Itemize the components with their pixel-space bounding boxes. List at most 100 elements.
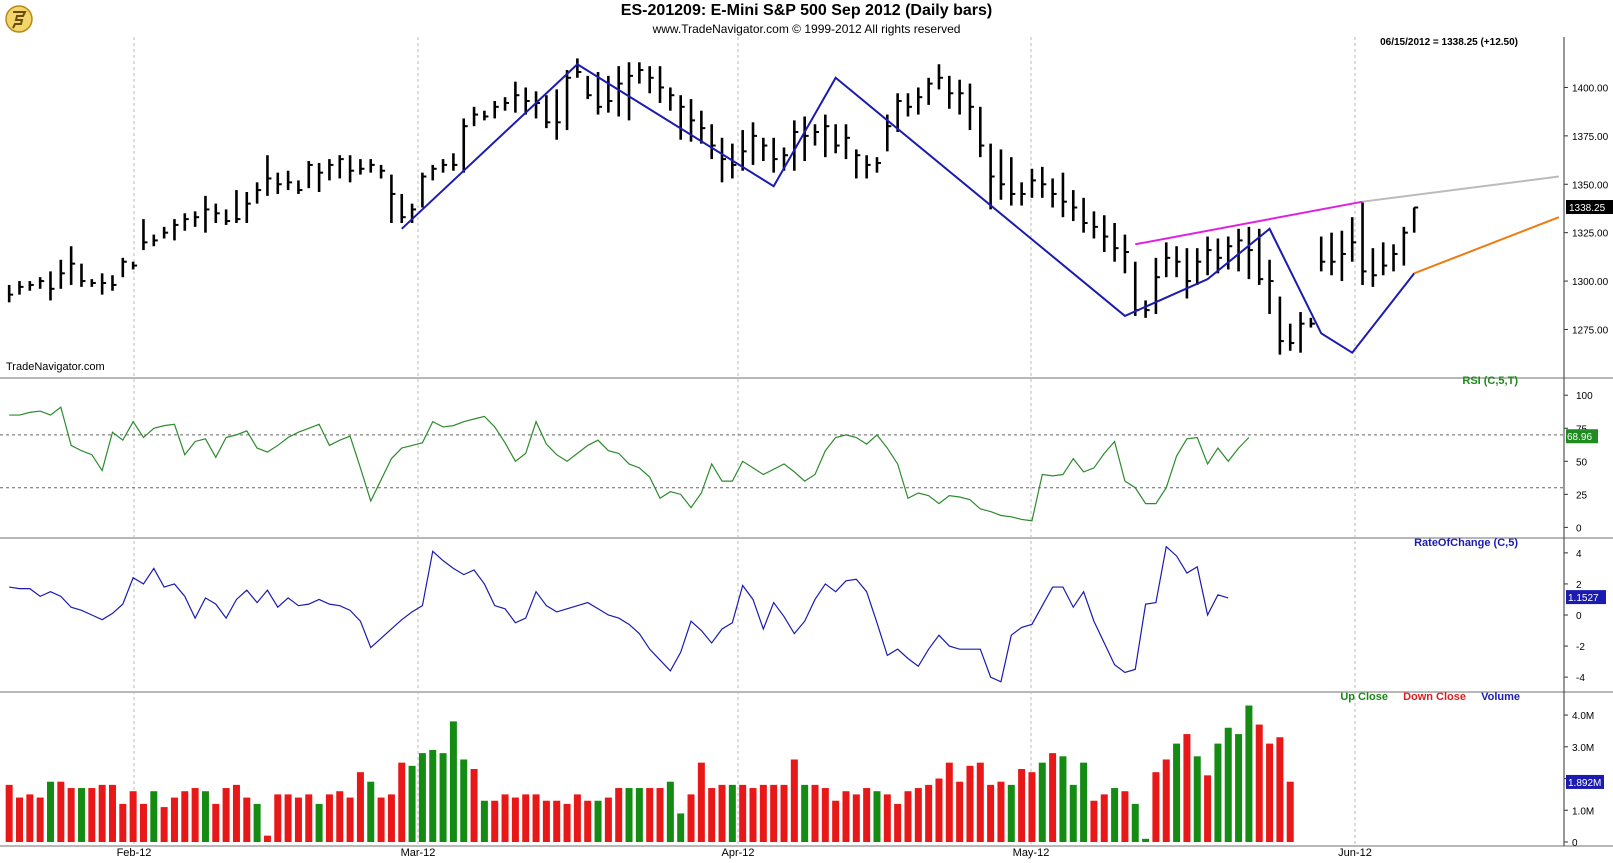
volume-bar (346, 797, 354, 842)
volume-bar (336, 791, 344, 842)
volume-bar (449, 721, 457, 842)
x-tick-label: May-12 (1012, 847, 1050, 859)
rsi-y-tick-label: 50 (1576, 457, 1588, 468)
volume-bar (57, 781, 65, 842)
roc-y-tick-label: 0 (1576, 611, 1582, 622)
volume-bar (98, 784, 106, 842)
volume-bar (1266, 743, 1274, 842)
volume-bar (780, 784, 788, 842)
volume-bar (1018, 769, 1026, 842)
volume-y-tick-label: 4.0M (1572, 711, 1594, 722)
price-y-tick-label: 1400.00 (1572, 83, 1609, 94)
volume-legend: Up Close Down Close Volume (1328, 691, 1520, 703)
volume-bar (1111, 788, 1119, 842)
volume-bar (708, 788, 716, 842)
volume-bar (904, 791, 912, 842)
price-y-tick-label: 1275.00 (1572, 325, 1609, 336)
volume-bar (1049, 753, 1057, 842)
volume-bar (522, 794, 530, 842)
volume-bar (1121, 791, 1129, 842)
volume-bar (759, 784, 767, 842)
volume-bar (1152, 772, 1160, 842)
volume-bar (119, 803, 127, 842)
volume-bar (966, 765, 974, 842)
volume-bar (625, 788, 633, 842)
volume-bar (584, 800, 592, 842)
volume-bar (894, 803, 902, 842)
volume-bar (232, 784, 240, 842)
volume-bar (604, 797, 612, 842)
volume-bar (5, 784, 13, 842)
volume-bar (1286, 781, 1294, 842)
volume-bar (377, 797, 385, 842)
volume-bar (26, 794, 34, 842)
legend-down-close: Down Close (1403, 691, 1467, 703)
volume-bar (646, 788, 654, 842)
volume-bar (1173, 743, 1181, 842)
volume-bar (718, 784, 726, 842)
watermark: TradeNavigator.com (6, 361, 105, 373)
rsi-y-tick-label: 100 (1576, 391, 1593, 402)
volume-bar (1090, 800, 1098, 842)
volume-bar (852, 794, 860, 842)
roc-y-tick-label: 4 (1576, 549, 1582, 560)
volume-bar (883, 794, 891, 842)
volume-bar (408, 765, 416, 842)
volume-bar (873, 791, 881, 842)
volume-bar (263, 835, 271, 842)
volume-bar (305, 794, 313, 842)
volume-bar (1007, 784, 1015, 842)
trendline (1413, 216, 1560, 275)
volume-bar (222, 788, 230, 842)
volume-bar (615, 788, 623, 842)
volume-bar (997, 781, 1005, 842)
volume-bar (1245, 705, 1253, 842)
volume-last-value: 1.892M (1568, 778, 1601, 789)
volume-bar (1214, 743, 1222, 842)
volume-bar (1224, 727, 1232, 842)
volume-bar (553, 800, 561, 842)
volume-bar (811, 784, 819, 842)
volume-bar (191, 788, 199, 842)
price-y-tick-label: 1300.00 (1572, 277, 1609, 288)
rsi-last-box (1566, 429, 1598, 444)
volume-bar (1204, 775, 1212, 842)
chart-title: ES-201209: E-Mini S&P 500 Sep 2012 (Dail… (620, 2, 993, 19)
volume-bar (1038, 762, 1046, 842)
roc-y-tick-label: -4 (1576, 673, 1585, 684)
volume-bar (1255, 724, 1263, 842)
rsi-last-value: 68.96 (1567, 432, 1592, 443)
trendline (1135, 200, 1363, 246)
volume-bar (77, 788, 85, 842)
volume-bar (1162, 759, 1170, 842)
volume-bar (635, 788, 643, 842)
x-tick-label: Mar-12 (400, 847, 436, 859)
volume-y-tick-label: 0 (1572, 838, 1578, 849)
volume-bar (253, 803, 261, 842)
price-y-tick-label: 1350.00 (1572, 180, 1609, 191)
volume-bar (1100, 794, 1108, 842)
volume-bar (801, 784, 809, 842)
volume-bar (677, 813, 685, 842)
volume-bar (470, 769, 478, 842)
volume-y-tick-label: 3.0M (1572, 743, 1594, 754)
volume-bar (914, 788, 922, 842)
volume-bar (728, 784, 736, 842)
volume-bar (1080, 762, 1088, 842)
volume-bar (356, 772, 364, 842)
volume-bar (325, 794, 333, 842)
roc-last-box (1566, 590, 1606, 605)
volume-bar (687, 794, 695, 842)
volume-bar (749, 788, 757, 842)
volume-bar (739, 784, 747, 842)
volume-bar (1183, 734, 1191, 842)
rsi-y-tick-label: 0 (1576, 523, 1582, 534)
volume-bar (491, 800, 499, 842)
volume-bar (398, 762, 406, 842)
volume-bar (573, 794, 581, 842)
volume-bar (212, 803, 220, 842)
rsi-line (9, 406, 1250, 522)
volume-bar (842, 791, 850, 842)
rsi-y-tick-label: 25 (1576, 490, 1588, 501)
